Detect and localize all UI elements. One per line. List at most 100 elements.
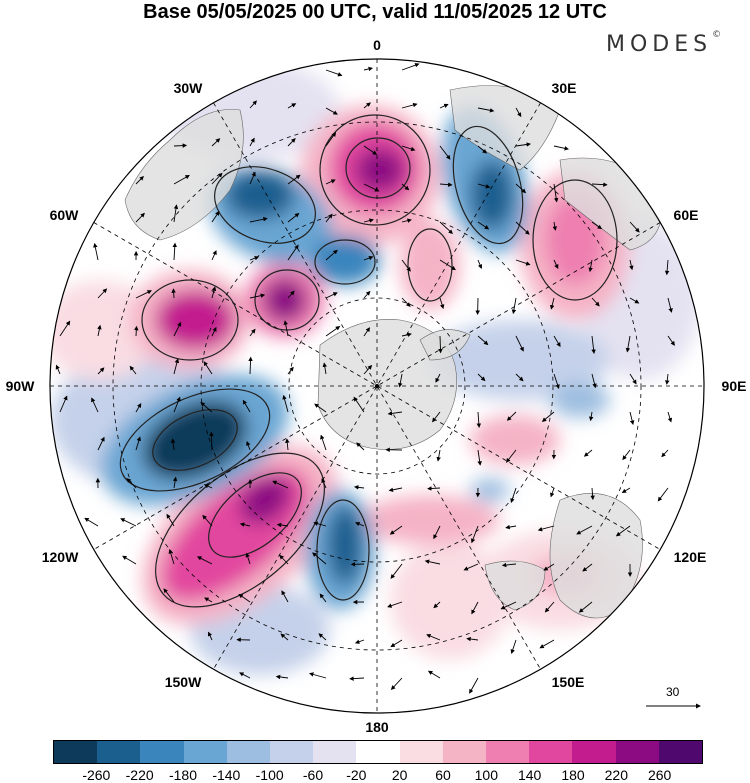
wind-vector (439, 145, 451, 160)
wind-vector (390, 639, 403, 648)
wind-vector (511, 297, 517, 315)
legend-swatch (529, 741, 573, 763)
wind-vector (591, 373, 597, 389)
wind-vector (97, 436, 105, 451)
wind-vector (314, 403, 327, 413)
map-title: Base 05/05/2025 00 UTC, valid 11/05/2025… (143, 1, 607, 23)
wind-vector (287, 244, 299, 261)
wind-vector (325, 292, 338, 299)
legend-tick: -100 (255, 767, 284, 783)
wind-vector (309, 672, 327, 679)
wind-vector (135, 212, 145, 223)
wind-vector (390, 677, 403, 690)
wind-vector (477, 373, 486, 382)
wind-vector (387, 411, 403, 416)
wind-vector (661, 449, 669, 458)
wind-vector (283, 320, 289, 337)
wind-vector (435, 373, 441, 383)
wind-vector (505, 524, 517, 530)
wind-vector (249, 100, 258, 109)
wind-vector (515, 373, 524, 382)
wind-vector (363, 145, 378, 155)
legend-swatch (226, 741, 271, 763)
wind-vectors (55, 63, 675, 694)
contour-lines (119, 114, 618, 608)
legend-swatch (442, 741, 487, 763)
wind-vector (173, 175, 190, 185)
wind-vector (433, 601, 441, 609)
wind-vector (390, 563, 403, 579)
wind-vector (590, 487, 595, 501)
wind-vector (477, 183, 491, 189)
wind-vector (664, 373, 670, 385)
wind-vector (629, 411, 635, 425)
wind-vector (471, 601, 479, 615)
wind-vector (401, 145, 416, 152)
wind-vector (477, 221, 490, 230)
lon-label-30w: 30W (173, 80, 203, 96)
wind-vector (84, 517, 99, 527)
wind-vector (55, 364, 61, 375)
wind-vector (401, 102, 418, 109)
wind-vector (163, 588, 175, 603)
wind-vector (629, 297, 640, 304)
wind-vector (248, 356, 253, 375)
wind-vector (363, 327, 371, 337)
wind-vector (321, 478, 327, 489)
wind-vector (621, 487, 631, 493)
wind-vector (313, 521, 327, 527)
wind-vector (282, 394, 289, 413)
wind-vector (249, 137, 255, 147)
wind-vector (515, 142, 531, 147)
vector-scale-label: 30 (666, 685, 680, 699)
wind-vector (281, 590, 289, 603)
wind-vector (667, 335, 675, 346)
wind-vector (505, 449, 517, 463)
wind-vector (591, 221, 603, 230)
wind-vector (426, 633, 441, 641)
wind-vector (515, 259, 531, 266)
wind-vector (553, 145, 569, 151)
wind-vector (97, 288, 108, 299)
wind-vector (209, 431, 214, 451)
lon-label-0: 0 (373, 37, 381, 53)
wind-vector (433, 525, 441, 540)
wind-vector (135, 436, 142, 451)
wind-vector (172, 476, 178, 489)
legend-tick: 20 (391, 767, 408, 783)
wind-vector (549, 297, 555, 310)
wind-vector (129, 365, 137, 375)
wind-vector (582, 563, 593, 572)
wind-vector (477, 107, 495, 113)
wind-vector (126, 478, 137, 489)
wind-vector (553, 259, 559, 270)
wind-vector (285, 438, 290, 451)
legend-tick: -20 (346, 767, 367, 783)
wind-vector (401, 332, 412, 337)
wind-vector (249, 171, 256, 185)
wind-vector (211, 210, 220, 223)
wind-vector (657, 487, 669, 502)
wind-vector (552, 221, 557, 231)
legend-swatch (615, 741, 659, 763)
wind-vector (439, 221, 453, 235)
wind-vector (591, 297, 600, 307)
wind-vector (322, 362, 328, 375)
wind-vector (591, 182, 608, 187)
wind-vector (245, 552, 251, 565)
wind-vector (211, 326, 217, 337)
wind-vector (171, 288, 176, 299)
wind-vector (424, 559, 441, 565)
legend-swatch (572, 741, 616, 763)
lon-label-90w: 90W (5, 378, 35, 394)
legend-tick: 140 (517, 767, 542, 783)
wind-vector (363, 102, 371, 109)
wind-vector (629, 259, 634, 271)
wind-vector (207, 631, 213, 641)
wind-vector (363, 183, 380, 192)
wind-vector (515, 221, 530, 235)
legend-tick: 60 (435, 767, 451, 783)
wind-vector (615, 525, 631, 537)
wind-vector (325, 132, 337, 147)
